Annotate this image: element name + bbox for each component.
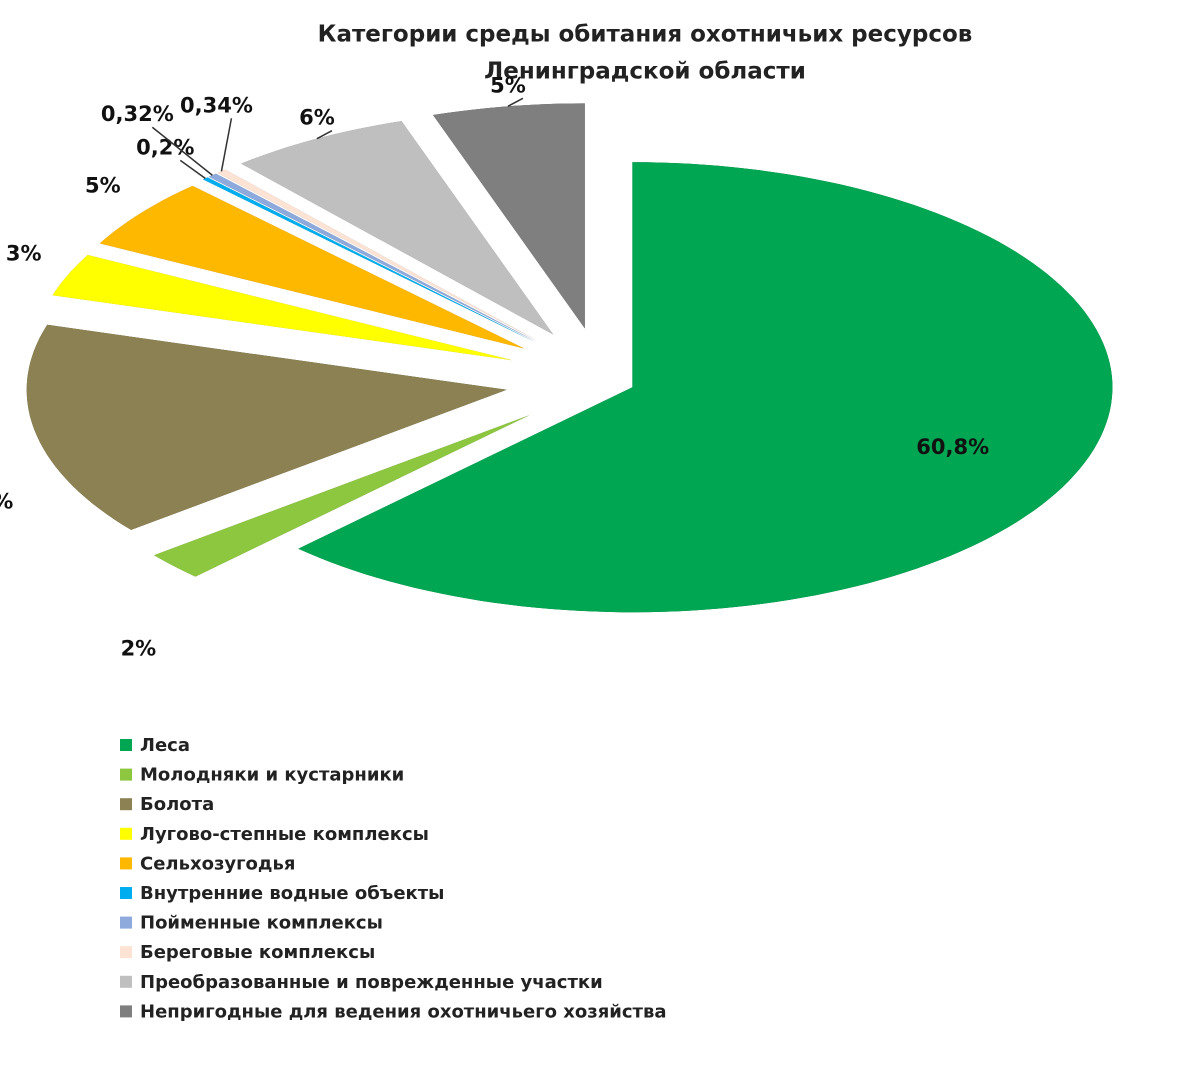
slice bbox=[241, 121, 554, 335]
legend-swatch bbox=[120, 916, 132, 929]
legend-swatch bbox=[120, 827, 132, 840]
value-label: 0,32% bbox=[101, 102, 174, 126]
slice bbox=[217, 169, 538, 341]
value-label: 60,8% bbox=[916, 435, 989, 459]
slice bbox=[99, 185, 525, 349]
legend-swatch bbox=[120, 946, 132, 959]
legend-swatch bbox=[120, 857, 132, 870]
leader-line bbox=[220, 118, 233, 172]
legend-swatch bbox=[120, 739, 132, 751]
value-label: 2% bbox=[121, 636, 157, 660]
leader-line bbox=[151, 126, 213, 176]
chart-title: Категории среды обитания охотничьих ресу… bbox=[318, 22, 973, 48]
legend-label: Леса bbox=[140, 735, 190, 756]
value-label: 0,2% bbox=[136, 135, 194, 159]
slice bbox=[203, 177, 535, 342]
legend-swatch bbox=[120, 975, 132, 988]
value-label: 0,34% bbox=[180, 93, 253, 117]
legend-label: Сельхозугодья bbox=[140, 853, 295, 874]
legend-label: Непригодные для ведения охотничьего хозя… bbox=[140, 1001, 667, 1022]
value-label: 3% bbox=[6, 241, 42, 265]
legend-label: Береговые комплексы bbox=[140, 942, 375, 963]
slice bbox=[208, 173, 536, 342]
legend-swatch bbox=[120, 768, 132, 781]
value-label: 15% bbox=[0, 489, 13, 513]
legend-swatch bbox=[120, 887, 132, 899]
leader-line bbox=[179, 159, 206, 180]
slice bbox=[433, 103, 585, 329]
slice bbox=[26, 324, 507, 530]
value-label: 5% bbox=[490, 73, 526, 97]
slice bbox=[298, 162, 1113, 613]
legend-label: Пойменные комплексы bbox=[140, 913, 383, 934]
legend-label: Молодняки и кустарники bbox=[140, 765, 404, 786]
legend-label: Лугово-степные комплексы bbox=[140, 824, 429, 845]
legend-label: Болота bbox=[140, 794, 214, 815]
value-label: 6% bbox=[299, 106, 335, 130]
chart-title: Ленинградской области bbox=[484, 59, 806, 85]
leader-line bbox=[507, 97, 524, 107]
legend-swatch bbox=[120, 1005, 132, 1018]
legend-label: Преобразованные и поврежденные участки bbox=[140, 972, 603, 993]
leader-line bbox=[316, 130, 333, 140]
slice bbox=[154, 415, 530, 577]
legend-swatch bbox=[120, 798, 132, 811]
slice bbox=[52, 255, 513, 361]
legend-label: Внутренние водные объекты bbox=[140, 883, 444, 904]
value-label: 5% bbox=[85, 174, 121, 198]
